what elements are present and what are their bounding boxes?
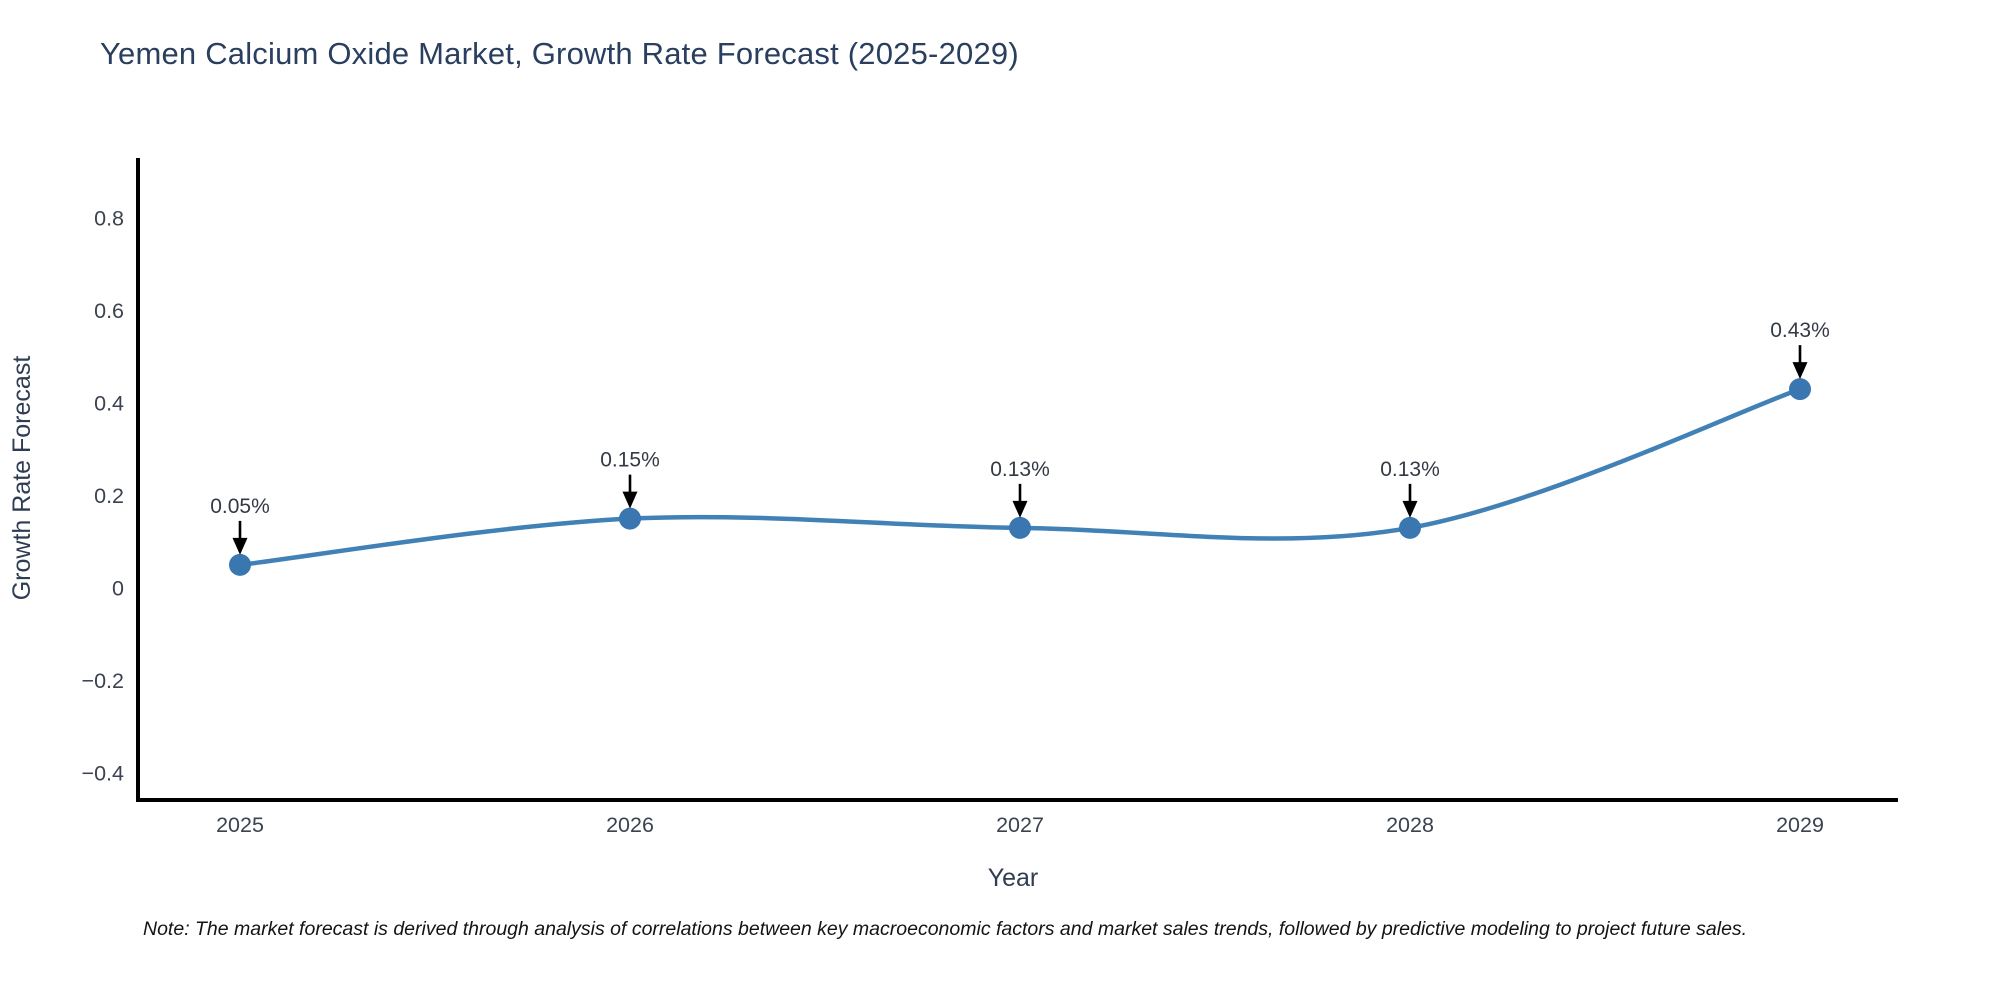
x-tick-label: 2026 bbox=[606, 813, 654, 837]
y-tick-label: 0 bbox=[112, 577, 124, 601]
y-tick-label: 0.4 bbox=[94, 392, 124, 416]
annotation-arrow-head-icon bbox=[232, 537, 248, 555]
data-point-marker[interactable] bbox=[1399, 516, 1421, 539]
point-annotation: 0.15% bbox=[600, 449, 660, 509]
point-annotations: 0.05% 0.15% 0.13% 0.13% 0.43% bbox=[210, 319, 1830, 555]
point-annotation: 0.43% bbox=[1770, 319, 1830, 380]
y-tick-label: 0.8 bbox=[94, 207, 124, 231]
x-tick-label: 2025 bbox=[216, 813, 264, 837]
annotation-arrow-head-icon bbox=[1402, 500, 1418, 518]
y-tick-label: −0.4 bbox=[82, 762, 124, 786]
axes bbox=[136, 158, 1898, 802]
x-tick-label: 2028 bbox=[1386, 813, 1434, 837]
annotation-value-label: 0.13% bbox=[990, 458, 1050, 481]
data-point-marker[interactable] bbox=[619, 507, 641, 530]
y-tick-label: 0.2 bbox=[94, 484, 124, 508]
point-annotation: 0.13% bbox=[1380, 458, 1440, 518]
annotation-value-label: 0.15% bbox=[600, 449, 660, 472]
annotation-value-label: 0.05% bbox=[210, 495, 270, 518]
y-axis-tick-labels: −0.4 −0.2 0 0.2 0.4 0.6 0.8 bbox=[82, 207, 124, 786]
annotation-arrow-head-icon bbox=[622, 491, 638, 509]
x-tick-label: 2027 bbox=[996, 813, 1044, 837]
chart-title: Yemen Calcium Oxide Market, Growth Rate … bbox=[100, 36, 1019, 71]
y-tick-label: 0.6 bbox=[94, 299, 124, 323]
annotation-value-label: 0.13% bbox=[1380, 458, 1440, 481]
x-axis-tick-labels: 2025 2026 2027 2028 2029 bbox=[216, 813, 1824, 837]
annotation-value-label: 0.43% bbox=[1770, 319, 1830, 342]
annotation-arrow-head-icon bbox=[1012, 500, 1028, 518]
point-annotation: 0.05% bbox=[210, 495, 270, 555]
annotation-arrow-head-icon bbox=[1792, 362, 1808, 380]
y-tick-label: −0.2 bbox=[82, 669, 124, 693]
footnote: Note: The market forecast is derived thr… bbox=[143, 918, 1748, 940]
data-series bbox=[229, 378, 1811, 576]
data-point-marker[interactable] bbox=[1789, 378, 1811, 401]
y-axis-title: Growth Rate Forecast bbox=[8, 356, 36, 601]
point-annotation: 0.13% bbox=[990, 458, 1050, 518]
x-axis-title: Year bbox=[988, 864, 1039, 892]
x-tick-label: 2029 bbox=[1776, 813, 1824, 837]
data-point-marker[interactable] bbox=[1009, 516, 1031, 539]
data-point-marker[interactable] bbox=[229, 553, 251, 576]
